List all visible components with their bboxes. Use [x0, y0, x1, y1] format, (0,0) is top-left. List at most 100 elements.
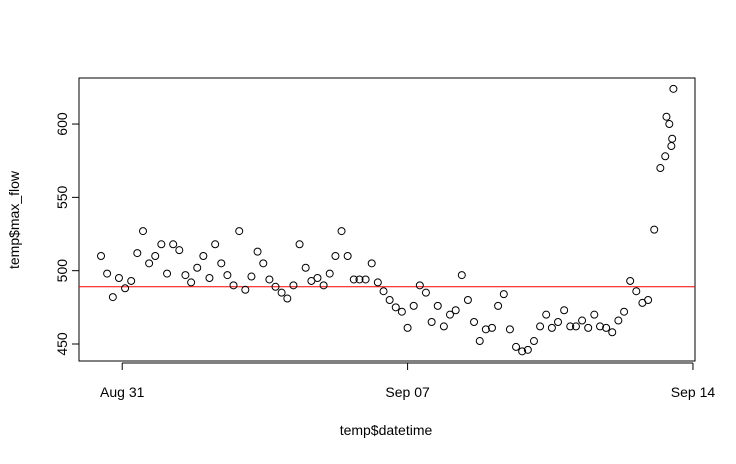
point [669, 84, 678, 93]
point [512, 342, 521, 351]
point [235, 227, 244, 236]
point [536, 322, 545, 331]
point [445, 310, 454, 319]
point [385, 296, 394, 305]
point [590, 310, 599, 319]
point [247, 272, 256, 281]
point [253, 247, 262, 256]
point [415, 281, 424, 290]
point [650, 225, 659, 234]
point [331, 252, 340, 261]
point [289, 281, 298, 290]
x-tick-label: Sep 14 [671, 384, 716, 400]
point [103, 269, 112, 278]
point [259, 259, 268, 268]
point [439, 322, 448, 331]
point [470, 317, 479, 326]
point [409, 301, 418, 310]
point [355, 275, 364, 284]
point [608, 328, 617, 337]
point [169, 240, 178, 249]
point [97, 252, 106, 261]
point [379, 287, 388, 296]
point [566, 322, 575, 331]
x-tick-label: Aug 31 [100, 384, 145, 400]
point [139, 227, 148, 236]
point [391, 303, 400, 312]
point [523, 345, 532, 354]
point [229, 281, 238, 290]
point [578, 316, 587, 325]
point [554, 317, 563, 326]
point [145, 259, 154, 268]
plot-box [78, 77, 696, 362]
point [656, 164, 665, 173]
point [547, 323, 556, 332]
point [665, 120, 674, 129]
point [361, 275, 370, 284]
point [205, 274, 214, 283]
point [529, 337, 538, 346]
point [499, 290, 508, 299]
point [265, 275, 274, 284]
x-tick-label: Sep 07 [385, 384, 430, 400]
point [277, 288, 286, 297]
point [187, 278, 196, 287]
point [295, 240, 304, 249]
point [108, 293, 117, 302]
x-axis-title: temp$datetime [340, 422, 433, 438]
point [211, 240, 220, 249]
point [457, 271, 466, 280]
point [223, 271, 232, 280]
point [475, 337, 484, 346]
point [481, 325, 490, 334]
point [602, 323, 611, 332]
y-tick-label: 500 [54, 259, 70, 283]
point [421, 288, 430, 297]
point [301, 263, 310, 272]
point [596, 322, 605, 331]
point [620, 307, 629, 316]
point [505, 325, 514, 334]
point [632, 287, 641, 296]
point [114, 274, 123, 283]
point [157, 240, 166, 249]
point [121, 284, 130, 293]
point [668, 134, 677, 143]
point [193, 263, 202, 272]
point [626, 276, 635, 285]
point [343, 252, 352, 261]
point [463, 296, 472, 305]
point [397, 307, 406, 316]
point [433, 301, 442, 310]
point [325, 269, 334, 278]
point [373, 278, 382, 287]
point [451, 306, 460, 315]
point [127, 276, 136, 285]
point [337, 227, 346, 236]
y-axis-title: temp$max_flow [6, 170, 22, 269]
y-tick-label: 550 [54, 185, 70, 209]
point [614, 316, 623, 325]
point [662, 112, 671, 121]
point [542, 310, 551, 319]
point [271, 282, 280, 291]
point [133, 249, 142, 258]
point [403, 323, 412, 332]
point [199, 252, 208, 261]
point [175, 246, 184, 255]
point [283, 294, 292, 303]
point [151, 252, 160, 261]
point [427, 317, 436, 326]
point [560, 306, 569, 315]
point [217, 259, 226, 268]
point [349, 275, 358, 284]
point [163, 269, 172, 278]
point [571, 322, 580, 331]
point [241, 285, 250, 294]
y-tick-label: 450 [54, 332, 70, 356]
point [181, 271, 190, 280]
point [319, 281, 328, 290]
point [494, 301, 503, 310]
y-tick-label: 600 [54, 112, 70, 136]
